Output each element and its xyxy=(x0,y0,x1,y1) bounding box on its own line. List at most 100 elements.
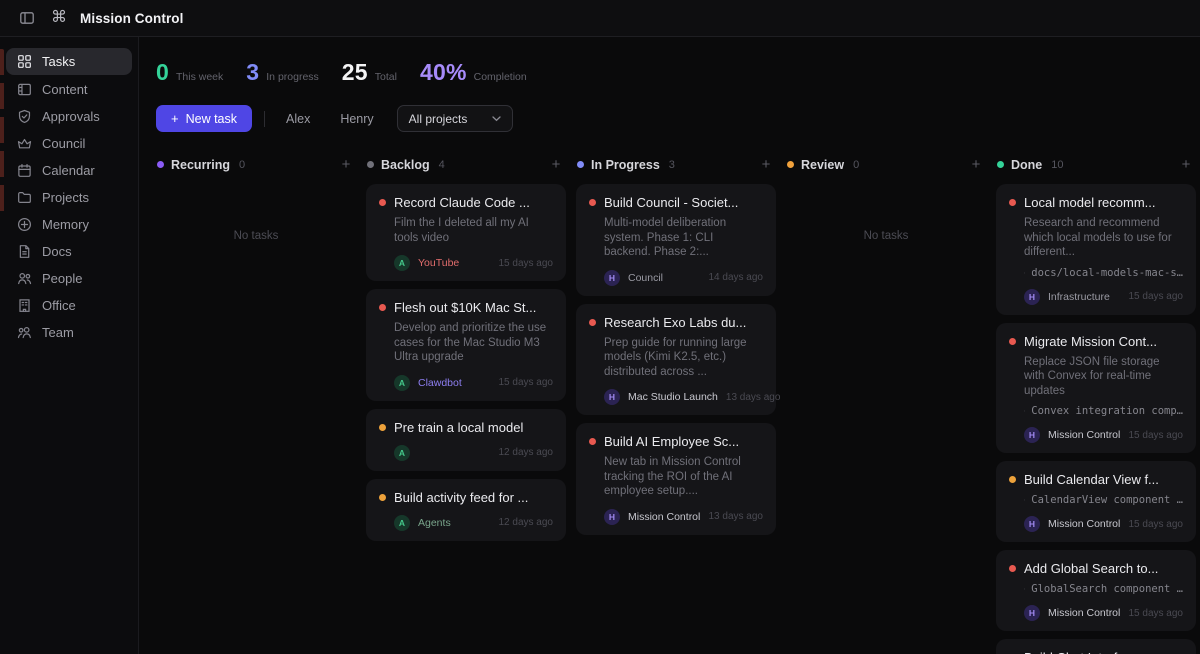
filter-henry-button[interactable]: Henry xyxy=(331,112,382,126)
column-count: 4 xyxy=(438,158,445,171)
document-icon xyxy=(19,245,30,258)
sidebar-item-office[interactable]: Office xyxy=(0,292,138,319)
crown-icon xyxy=(17,138,32,149)
column-status-dot xyxy=(577,161,584,168)
stat-value: 3 xyxy=(246,59,260,85)
priority-dot xyxy=(1009,476,1016,483)
priority-dot xyxy=(1009,199,1016,206)
add-card-button[interactable]: + xyxy=(761,156,771,173)
column-name: Recurring xyxy=(171,157,231,172)
building-icon xyxy=(19,299,30,312)
avatar: H xyxy=(1024,605,1040,621)
toolbar-divider xyxy=(264,110,265,127)
sidebar-item-projects[interactable]: Projects xyxy=(0,184,138,211)
column-status-dot xyxy=(787,161,794,168)
new-task-label: New task xyxy=(185,111,237,126)
sidebar-item-memory[interactable]: Memory xyxy=(0,211,138,238)
sidebar-item-council[interactable]: Council xyxy=(0,130,138,157)
project-tag: Agents xyxy=(418,516,451,529)
task-date: 15 days ago xyxy=(1128,518,1184,530)
main-content: 0 This week 3 In progress 25 Total 40% C… xyxy=(139,37,1200,654)
sidebar-item-docs[interactable]: Docs xyxy=(0,238,138,265)
sidebar-item-tasks[interactable]: Tasks xyxy=(6,48,132,75)
column-header: In Progress 3 + xyxy=(576,157,776,172)
add-card-button[interactable]: + xyxy=(341,156,351,173)
add-card-button[interactable]: + xyxy=(1181,156,1191,173)
task-title: Pre train a local model xyxy=(394,419,524,435)
task-card[interactable]: Build Chat Interface ... ChatView with t… xyxy=(996,639,1196,654)
column-backlog: Backlog 4 + Record Claude Code ... Film … xyxy=(366,157,566,629)
task-description: Research and recommend which local model… xyxy=(1024,217,1172,258)
stat-value: 0 xyxy=(156,59,169,85)
task-date: 13 days ago xyxy=(725,391,781,403)
task-card[interactable]: Pre train a local model A 12 days ago xyxy=(366,408,566,471)
linked-doc[interactable]: GlobalSearch component … xyxy=(1024,583,1183,595)
avatar: H xyxy=(1024,288,1040,305)
task-card[interactable]: Add Global Search to... GlobalSearch com… xyxy=(996,550,1196,631)
project-tag: Mission Control xyxy=(1048,607,1121,619)
priority-dot xyxy=(589,438,596,445)
doc-path: docs/local-models-mac-s… xyxy=(1031,266,1183,279)
project-tag: Council xyxy=(628,271,664,284)
priority-dot xyxy=(379,423,386,431)
add-card-button[interactable]: + xyxy=(971,156,981,173)
task-card[interactable]: Build AI Employee Sc... New tab in Missi… xyxy=(576,423,776,535)
chevron-down-icon xyxy=(492,115,501,121)
project-filter-select[interactable]: All projects xyxy=(396,105,513,132)
task-card[interactable]: Build Calendar View f... CalendarView co… xyxy=(996,461,1196,542)
sidebar-item-label: Office xyxy=(42,298,76,313)
sidebar-item-label: Memory xyxy=(42,217,89,232)
task-card[interactable]: Migrate Mission Cont... Replace JSON fil… xyxy=(996,322,1196,453)
sidebar-item-label: Council xyxy=(42,136,86,151)
task-title: Migrate Mission Cont... xyxy=(1024,333,1157,349)
linked-doc[interactable]: CalendarView component … xyxy=(1024,494,1183,506)
app-title: Mission Control xyxy=(80,10,184,26)
stat-total: 25 Total xyxy=(342,59,397,86)
file-icon xyxy=(1024,588,1026,590)
task-card[interactable]: Local model recomm... Research and recom… xyxy=(996,184,1196,315)
linked-doc[interactable]: Convex integration comp… xyxy=(1024,405,1183,417)
avatar: H xyxy=(604,269,620,286)
sidebar-item-approvals[interactable]: Approvals xyxy=(0,103,138,130)
task-date: 15 days ago xyxy=(1128,607,1184,619)
sidebar-item-team[interactable]: Team xyxy=(0,319,138,346)
sidebar-toggle-button[interactable] xyxy=(16,7,38,29)
new-task-button[interactable]: + New task xyxy=(156,105,252,132)
linked-doc[interactable]: docs/local-models-mac-s… xyxy=(1024,267,1183,279)
avatar: H xyxy=(1024,427,1040,443)
team-icon xyxy=(17,327,31,339)
priority-dot xyxy=(1009,565,1016,572)
column-header: Backlog 4 + xyxy=(366,157,566,172)
toolbar: + New task Alex Henry All projects xyxy=(156,105,1200,132)
task-card[interactable]: Build Council - Societ... Multi-model de… xyxy=(576,184,776,296)
task-title: Build Calendar View f... xyxy=(1024,472,1159,487)
sidebar-item-label: Tasks xyxy=(42,54,76,69)
avatar: A xyxy=(394,255,410,271)
task-card[interactable]: Build activity feed for ... A Agents 12 … xyxy=(366,478,566,541)
project-tag: Mission Control xyxy=(1048,518,1121,530)
folder-icon xyxy=(18,192,31,203)
grid-icon xyxy=(18,55,31,68)
task-card[interactable]: Record Claude Code ... Film the I delete… xyxy=(366,184,566,281)
sidebar-item-calendar[interactable]: Calendar xyxy=(0,157,138,184)
column-count: 3 xyxy=(668,158,675,171)
stat-completion: 40% Completion xyxy=(420,59,527,86)
sidebar-item-label: Docs xyxy=(42,244,72,259)
sidebar-item-label: Content xyxy=(42,82,88,97)
stat-label: Completion xyxy=(473,71,527,83)
sidebar-item-content[interactable]: Content xyxy=(0,76,138,103)
file-icon xyxy=(1024,499,1026,501)
filter-alex-button[interactable]: Alex xyxy=(277,112,319,126)
task-title: Build activity feed for ... xyxy=(394,489,529,505)
task-card[interactable]: Research Exo Labs du... Prep guide for r… xyxy=(576,303,780,415)
task-title: Build Chat Interface ... xyxy=(1024,650,1153,654)
task-description: Prep guide for running large models (Kim… xyxy=(604,336,747,378)
stat-value: 25 xyxy=(341,59,368,85)
sidebar-item-people[interactable]: People xyxy=(0,265,138,292)
task-date: 12 days ago xyxy=(498,447,554,458)
task-card[interactable]: Flesh out $10K Mac St... Develop and pri… xyxy=(366,289,566,401)
column-done: Done 10 + Local model recomm... Research… xyxy=(996,156,1196,654)
shield-check-icon xyxy=(18,109,31,124)
column-status-dot xyxy=(997,161,1004,168)
add-card-button[interactable]: + xyxy=(551,156,561,173)
